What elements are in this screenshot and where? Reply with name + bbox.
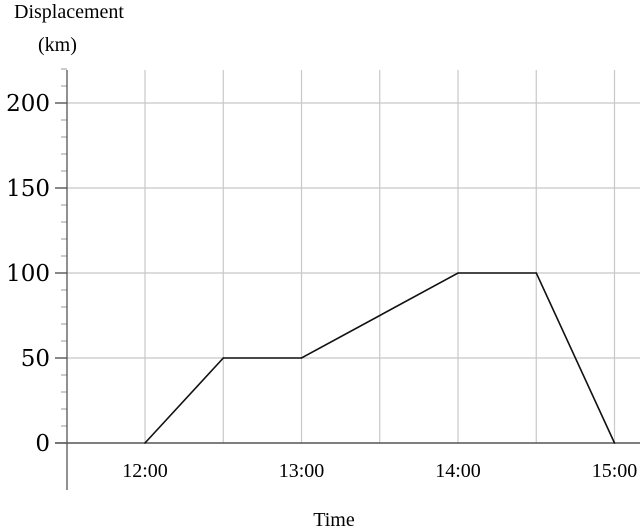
data-point <box>300 357 303 359</box>
data-point <box>457 272 459 274</box>
y-tick-label: 100 <box>6 261 50 287</box>
x-tick-label: 14:00 <box>435 460 481 482</box>
y-tick-label: 200 <box>6 91 50 117</box>
x-tick-label: 13:00 <box>279 460 325 482</box>
data-point <box>144 442 146 444</box>
x-tick-label: 12:00 <box>122 460 168 482</box>
x-tick-labels: 12:00 13:00 14:00 15:00 <box>122 460 637 482</box>
data-point <box>535 272 538 274</box>
x-tick-label: 15:00 <box>592 460 638 482</box>
y-tick-label: 0 <box>35 431 50 457</box>
y-tick-label: 150 <box>6 176 50 202</box>
data-point <box>613 442 616 444</box>
y-axis-title-line-2: (km) <box>38 34 77 56</box>
data-point <box>222 357 225 359</box>
grid <box>55 68 640 444</box>
y-axis-title-line-1: Displacement <box>14 1 124 23</box>
series-line <box>144 272 616 444</box>
axes <box>55 70 640 490</box>
series <box>144 272 616 444</box>
x-axis-title: Time <box>313 509 355 530</box>
y-tick-labels: 0 50 100 150 200 <box>6 91 50 457</box>
y-tick-label: 50 <box>21 346 50 372</box>
